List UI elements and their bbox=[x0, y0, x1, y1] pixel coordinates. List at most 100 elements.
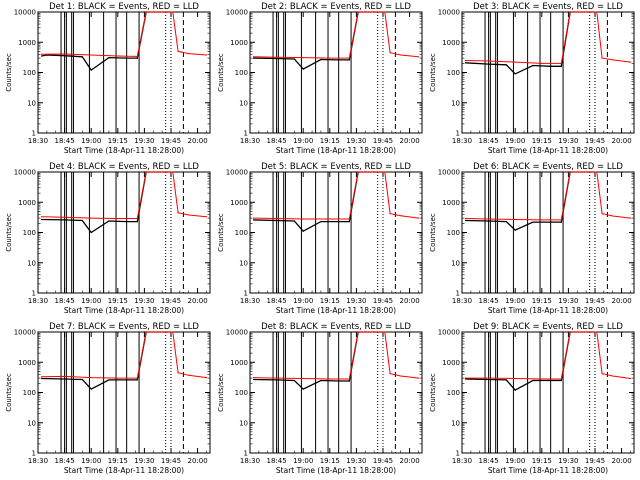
data-point-lld bbox=[585, 331, 587, 333]
x-tick-label: 19:15 bbox=[532, 457, 552, 465]
data-point-lld bbox=[252, 217, 255, 219]
chart-panel-7: Det 7: BLACK = Events, RED = LLD Counts/s… bbox=[5, 322, 211, 475]
x-tick-label: 19:45 bbox=[161, 137, 181, 145]
data-point-lld bbox=[560, 378, 562, 380]
data-point-lld bbox=[417, 56, 420, 58]
data-point-lld bbox=[90, 54, 92, 56]
x-tick-label: 18:30 bbox=[28, 457, 48, 465]
data-point-events bbox=[302, 388, 304, 390]
y-tick-label: 1 bbox=[244, 450, 248, 458]
y-axis-label: Counts/sec bbox=[217, 213, 225, 252]
y-tick-label: 10 bbox=[451, 419, 460, 427]
data-point-events bbox=[40, 377, 43, 380]
x-tick-label: 19:30 bbox=[134, 457, 154, 465]
y-tick-label: 10 bbox=[27, 99, 36, 107]
x-tick-label: 20:00 bbox=[611, 457, 631, 465]
x-tick-label: 18:45 bbox=[267, 297, 287, 305]
data-point-lld bbox=[400, 375, 402, 377]
x-tick-label: 19:45 bbox=[161, 297, 181, 305]
panel-title: Det 3: BLACK = Events, RED = LLD bbox=[473, 2, 623, 12]
data-point-lld bbox=[188, 53, 190, 55]
data-point-lld bbox=[541, 378, 543, 380]
x-tick-label: 19:00 bbox=[505, 137, 525, 145]
data-point-lld bbox=[384, 11, 386, 13]
x-axis-label: Start Time (18-Apr-11 18:28:00) bbox=[488, 466, 608, 475]
x-tick-label: 19:45 bbox=[373, 137, 393, 145]
y-tick-label: 10 bbox=[451, 259, 460, 267]
data-point-lld bbox=[612, 215, 614, 217]
x-tick-label: 19:45 bbox=[373, 297, 393, 305]
y-axis-label: Counts/sec bbox=[5, 213, 13, 252]
data-point-events bbox=[464, 219, 467, 222]
y-tick-label: 1000 bbox=[230, 359, 248, 367]
x-tick-label: 20:00 bbox=[611, 137, 631, 145]
x-tick-label: 18:30 bbox=[240, 457, 260, 465]
data-point-lld bbox=[601, 213, 603, 215]
y-tick-label: 10000 bbox=[438, 9, 460, 17]
panel-title: Det 1: BLACK = Events, RED = LLD bbox=[49, 2, 199, 12]
data-point-lld bbox=[612, 375, 614, 377]
x-axis-label: Start Time (18-Apr-11 18:28:00) bbox=[64, 306, 184, 315]
y-tick-label: 1000 bbox=[442, 199, 460, 207]
x-tick-label: 19:30 bbox=[558, 297, 578, 305]
plot-frame bbox=[249, 11, 423, 134]
x-tick-label: 20:00 bbox=[399, 457, 419, 465]
data-point-lld bbox=[373, 331, 375, 333]
data-point-lld bbox=[145, 331, 147, 333]
panel-title: Det 2: BLACK = Events, RED = LLD bbox=[261, 2, 411, 12]
data-point-events bbox=[40, 218, 43, 221]
y-tick-label: 1 bbox=[456, 130, 460, 138]
data-point-lld bbox=[601, 57, 603, 59]
x-tick-label: 19:30 bbox=[346, 137, 366, 145]
data-point-events bbox=[275, 379, 278, 381]
data-point-lld bbox=[40, 53, 43, 55]
y-tick-label: 1 bbox=[244, 130, 248, 138]
data-point-events bbox=[275, 219, 278, 222]
data-point-events bbox=[487, 220, 490, 222]
x-tick-label: 18:45 bbox=[55, 137, 75, 145]
x-tick-label: 18:30 bbox=[452, 297, 472, 305]
data-point-lld bbox=[464, 217, 467, 220]
x-tick-label: 19:30 bbox=[346, 457, 366, 465]
x-tick-label: 19:15 bbox=[532, 297, 552, 305]
x-tick-label: 19:30 bbox=[558, 457, 578, 465]
x-axis-label: Start Time (18-Apr-11 18:28:00) bbox=[276, 466, 396, 475]
data-point-lld bbox=[389, 52, 391, 54]
x-tick-label: 18:30 bbox=[28, 297, 48, 305]
data-point-lld bbox=[389, 213, 391, 215]
data-point-events bbox=[338, 220, 340, 223]
data-point-events bbox=[252, 219, 255, 221]
data-point-events bbox=[136, 57, 138, 59]
data-point-lld bbox=[205, 54, 208, 56]
data-point-events bbox=[487, 63, 490, 65]
data-point-events bbox=[514, 389, 516, 391]
y-tick-label: 100 bbox=[447, 69, 460, 77]
data-point-events bbox=[293, 379, 295, 382]
x-tick-label: 19:45 bbox=[161, 457, 181, 465]
data-point-lld bbox=[329, 378, 331, 380]
data-point-events bbox=[252, 57, 255, 59]
y-tick-label: 10 bbox=[239, 99, 248, 107]
data-point-lld bbox=[205, 377, 208, 379]
data-point-lld bbox=[145, 11, 147, 13]
x-tick-label: 19:00 bbox=[81, 297, 101, 305]
y-tick-label: 100 bbox=[235, 229, 248, 237]
data-point-lld bbox=[417, 217, 420, 219]
data-point-events bbox=[514, 229, 516, 231]
y-tick-label: 10000 bbox=[438, 329, 460, 337]
y-tick-label: 1000 bbox=[442, 359, 460, 367]
y-tick-label: 1000 bbox=[18, 199, 36, 207]
y-tick-label: 10000 bbox=[14, 169, 36, 177]
data-point-events bbox=[136, 220, 138, 223]
data-point-events bbox=[63, 378, 66, 380]
x-tick-label: 19:30 bbox=[134, 137, 154, 145]
data-point-events bbox=[464, 62, 467, 64]
x-tick-label: 19:15 bbox=[320, 137, 340, 145]
y-tick-label: 10000 bbox=[14, 9, 36, 17]
x-axis-label: Start Time (18-Apr-11 18:28:00) bbox=[488, 306, 608, 315]
data-point-lld bbox=[596, 171, 598, 173]
data-point-lld bbox=[275, 56, 278, 58]
data-point-events bbox=[293, 58, 295, 60]
data-point-lld bbox=[612, 59, 614, 61]
